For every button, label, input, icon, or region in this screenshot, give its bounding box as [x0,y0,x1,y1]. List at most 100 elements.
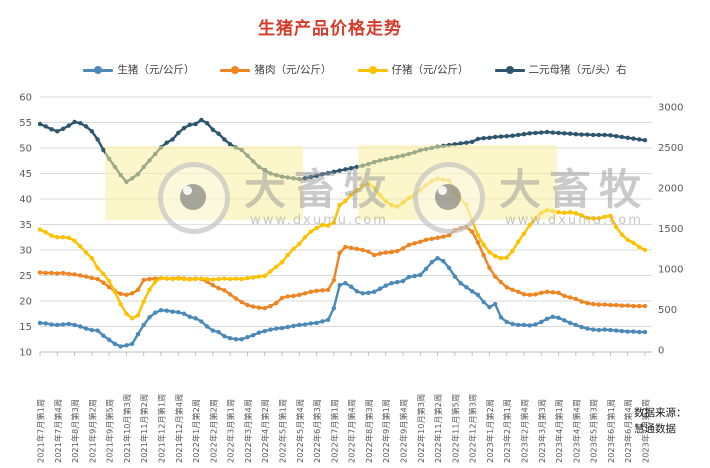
x-axis-tick-label: 2022年4月第2周 [260,399,270,463]
series-1-point [412,241,417,246]
legend-marker-line-icon [494,65,525,74]
series-3-point [60,126,66,132]
series-1-point [331,277,337,283]
series-1-point [118,291,123,297]
series-2-point [250,275,256,280]
x-axis-tick-label: 2022年7月第4周 [347,399,357,463]
x-axis-tick-label: 2021年8月第3周 [70,399,80,463]
series-3-point [89,129,95,134]
series-1-point [527,292,532,298]
series-0-point [60,322,66,327]
series-3-point [562,131,567,136]
series-2-point [49,233,54,238]
series-1-point [573,296,579,302]
series-0-point [55,322,60,328]
series-3-point [487,135,492,140]
series-0-point [337,282,342,288]
legend-marker-line-icon [83,65,114,74]
series-2-point [308,229,314,234]
series-3-point [204,121,210,126]
series-1-point [43,270,48,276]
series-1-point [625,303,630,308]
legend-label: 仔猪（元/公斤） [391,64,469,76]
series-0-point [302,322,308,327]
series-0-point [331,305,337,311]
series-2-point [256,274,262,279]
series-line-0 [39,256,645,348]
series-1-point [147,276,152,282]
series-3-point [348,165,354,171]
legend-item-zizhu: 仔猪（元/公斤） [357,62,469,77]
series-1-point [550,290,556,295]
series-1-point [389,249,394,255]
left-axis-tick-label: 15 [19,322,32,333]
series-0-point [348,284,354,289]
series-2-point [314,225,319,231]
series-3-point [544,129,550,135]
series-2-point [181,276,187,282]
x-axis-tick-label: 2022年5月第1周 [278,399,288,463]
series-3-point [498,134,504,139]
series-2-point [83,250,89,255]
series-2-point [285,252,290,258]
series-3-point [302,176,308,181]
series-2-point [579,213,584,218]
series-1-point [585,300,590,306]
series-2-point [487,249,492,255]
series-0-point [227,336,233,341]
series-3-point [176,130,181,136]
series-1-point [78,273,83,278]
series-0-point [377,286,383,291]
series-1-point [441,234,446,239]
series-0-point [400,278,406,284]
series-3-point [72,119,77,125]
series-0-point [360,291,365,296]
series-0-point [406,274,411,280]
series-2-point [274,264,279,270]
series-3-point [78,121,83,126]
series-1-point [49,270,54,276]
series-3-point [210,127,216,132]
series-1-point [250,304,256,309]
series-0-point [487,304,492,310]
series-1-point [475,240,481,245]
series-1-point [210,282,216,288]
series-2-point [268,269,273,274]
series-0-point [556,315,561,321]
series-1-point [89,275,95,281]
series-0-point [308,321,314,326]
x-axis-tick-label: 2022年11月第5周 [450,394,460,463]
series-2-point [590,216,596,221]
series-0-point [285,324,290,330]
series-1-point [297,292,302,298]
series-3-point [216,131,221,136]
x-axis-tick-label: 2023年1月第2周 [485,399,495,463]
series-2-point [135,313,141,318]
series-3-point [164,140,169,145]
series-0-point [423,266,429,272]
x-axis-tick-label: 2022年12月第3周 [468,394,478,463]
series-3-point [533,130,538,136]
series-0-point [516,322,521,328]
series-1-point [452,227,458,233]
right-axis-tick-label: 2500 [658,143,683,154]
series-2-point [55,235,60,240]
x-axis-tick-label: 2021年7月第1周 [36,399,46,463]
series-1-point [383,250,388,255]
series-2-point [43,229,48,235]
series-1-point [562,293,567,299]
series-1-point [371,252,377,258]
series-2-point [193,276,198,282]
series-1-point [274,300,279,306]
series-0-point [187,314,193,320]
series-0-point [613,328,619,333]
series-1-point [268,303,273,309]
series-0-point [239,337,244,342]
series-1-point [343,244,348,250]
series-0-point [458,280,463,286]
series-0-point [124,343,129,348]
series-0-point [101,333,106,338]
series-0-point [210,328,216,333]
series-1-point [366,249,371,254]
